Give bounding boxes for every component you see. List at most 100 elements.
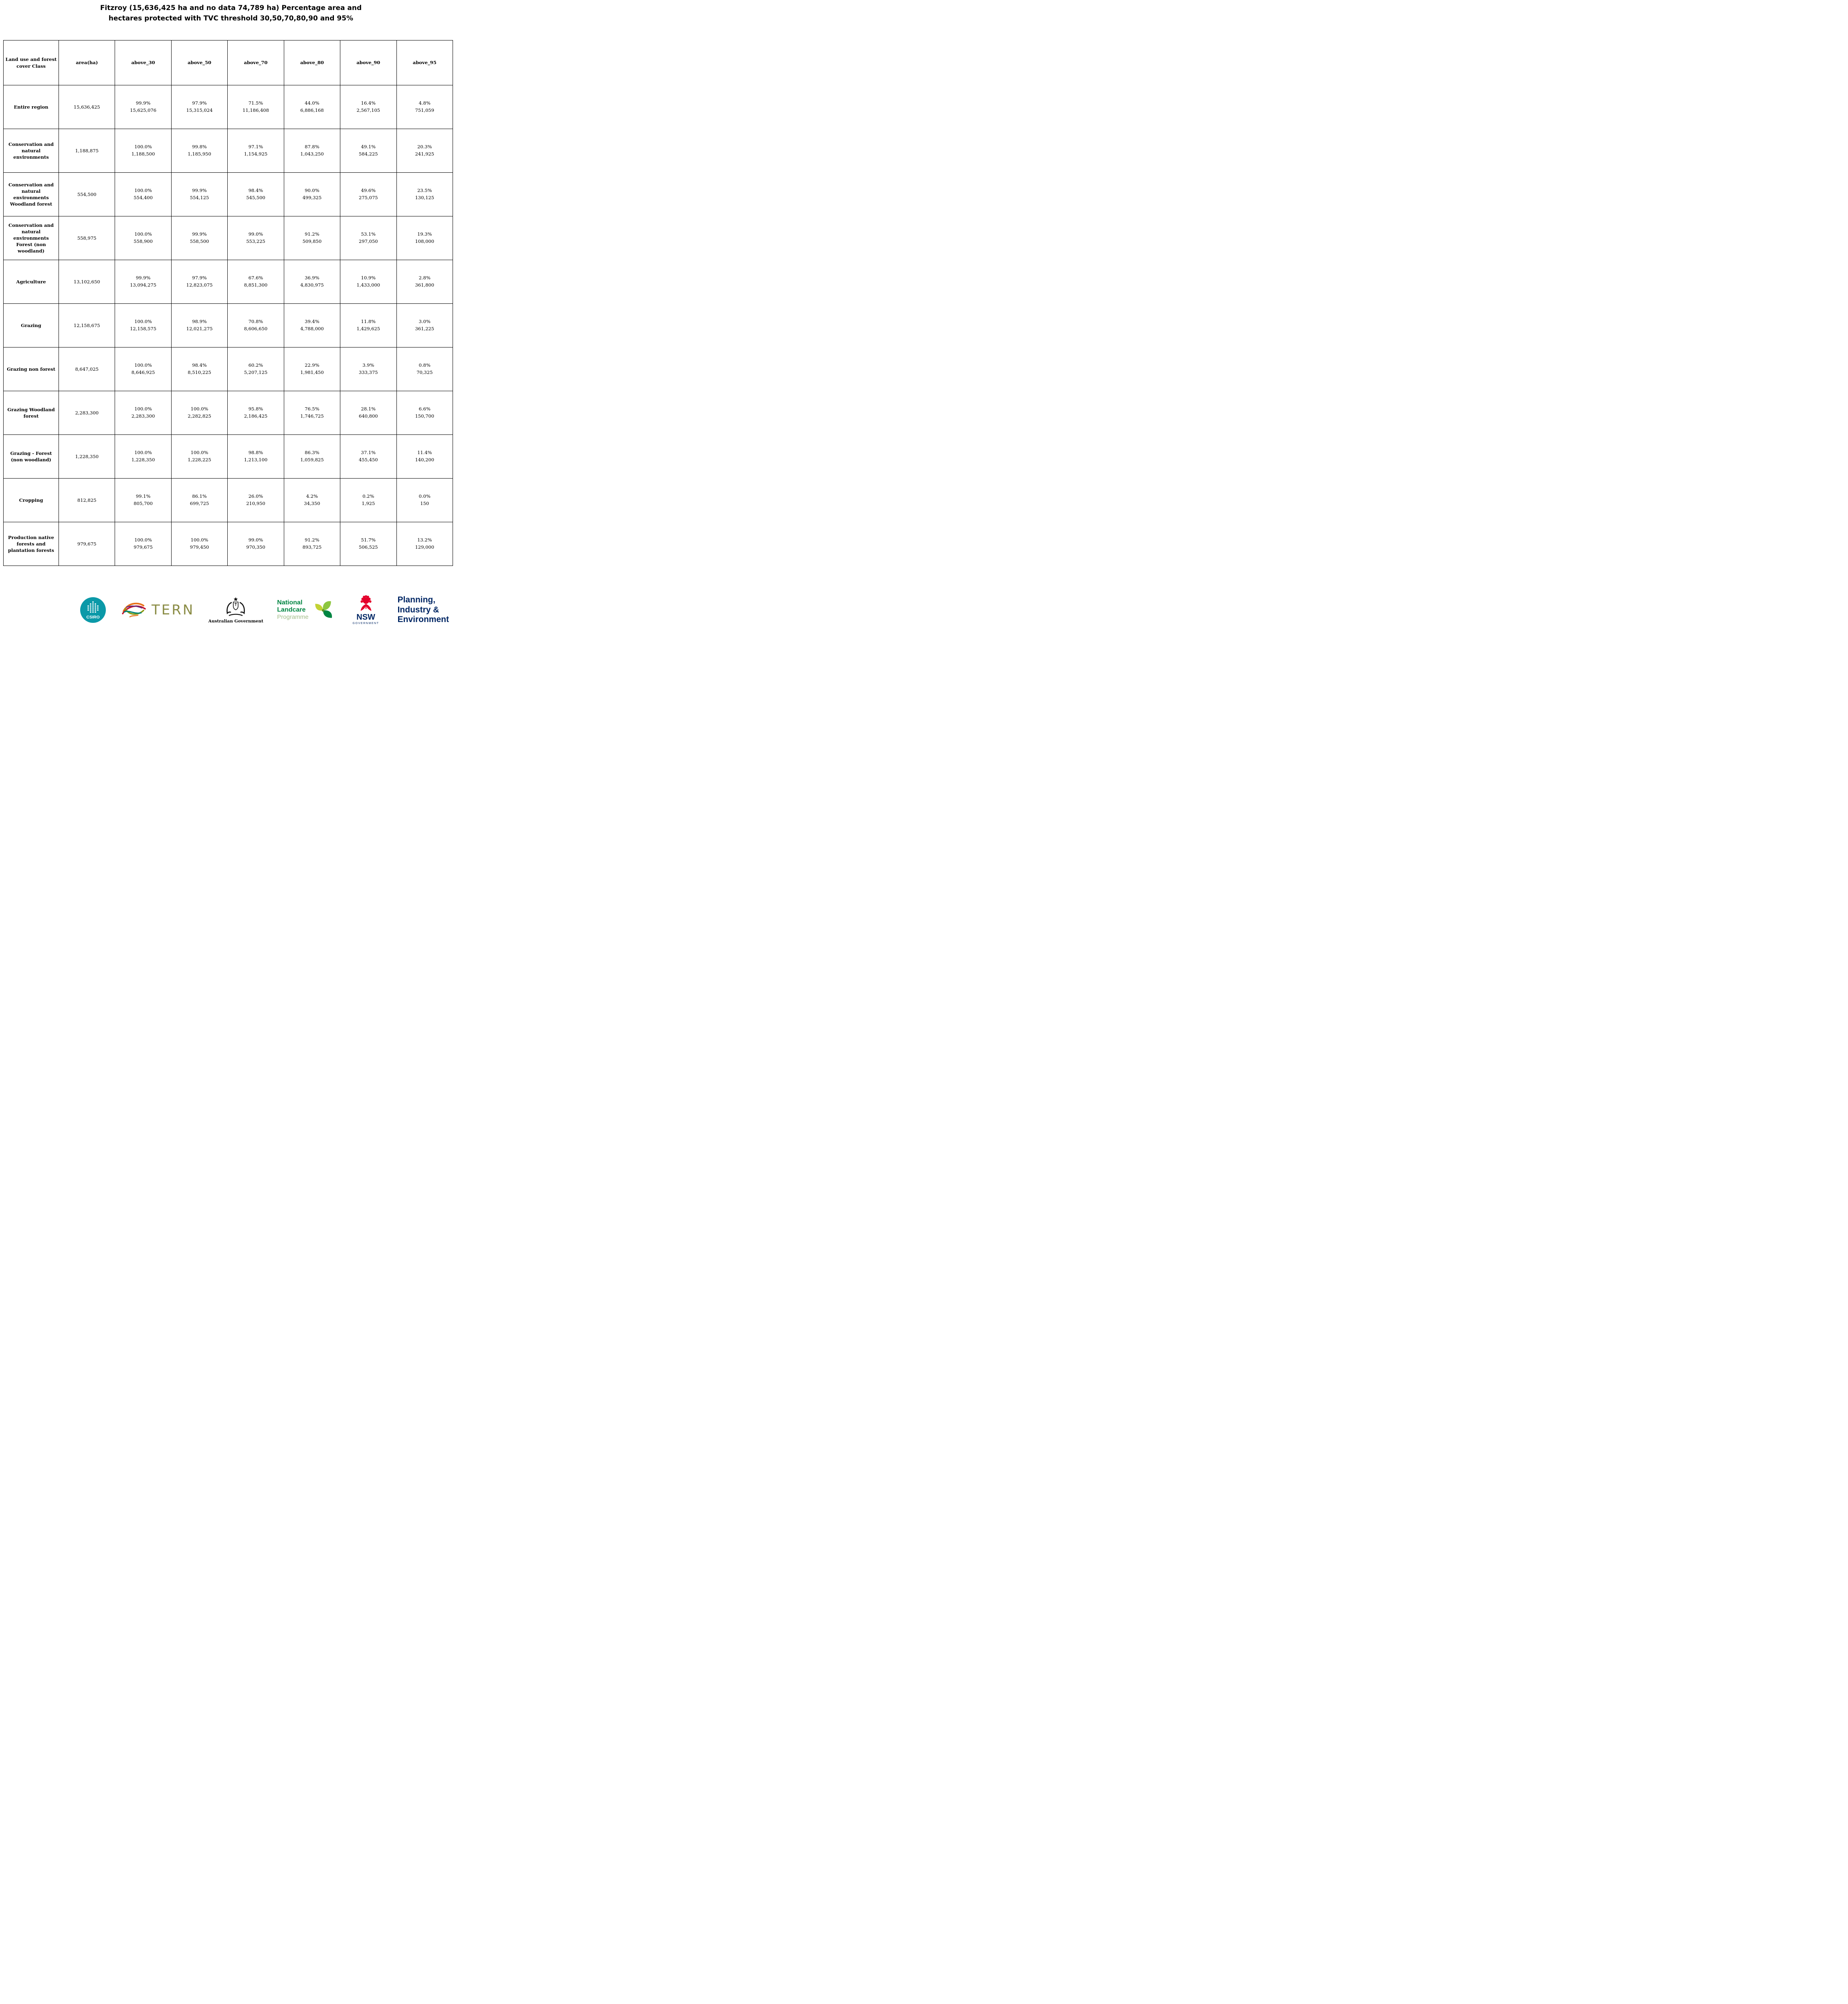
percent-value: 100.0%	[190, 537, 208, 543]
area-cell: 554,500	[58, 172, 115, 216]
landcare-wordmark: National Landcare Programme	[277, 599, 308, 621]
percent-value: 39.4%	[305, 319, 319, 325]
value-cell: 3.9% 333,375	[340, 347, 397, 391]
nsw-government-logo: NSW GOVERNMENT	[349, 595, 383, 625]
percent-value: 100.0%	[134, 537, 152, 543]
planning-line3: Environment	[397, 615, 449, 624]
hectares-value: 979,675	[133, 544, 153, 550]
percent-value: 91.2%	[305, 537, 319, 543]
value-cell: 60.2% 5,207,125	[227, 347, 284, 391]
percent-value: 0.8%	[419, 362, 431, 368]
value-cell: 99.0% 553,225	[227, 216, 284, 260]
row-label: Conservation and natural environments	[3, 129, 59, 173]
hectares-value: 455,450	[359, 457, 378, 463]
table-row: Grazing 12,158,675 100.0% 12,158,575 98.9% 12…	[3, 303, 453, 347]
landcare-line2: Landcare	[277, 606, 306, 613]
hectares-value: 275,075	[359, 195, 378, 200]
value-cell: 0.2% 1,925	[340, 478, 397, 522]
hectares-value: 8,646,925	[131, 370, 155, 375]
hectares-value: 499,325	[302, 195, 322, 200]
percent-value: 97.9%	[192, 275, 207, 281]
value-cell: 11.4% 140,200	[396, 434, 453, 479]
hectares-value: 150	[420, 501, 429, 506]
hectares-value: 13,094,275	[130, 282, 157, 288]
hectares-value: 8,510,225	[188, 370, 211, 375]
value-cell: 99.9% 554,125	[171, 172, 228, 216]
row-label: Conservation and natural environments Fo…	[3, 216, 59, 260]
area-cell: 13,102,650	[58, 260, 115, 304]
hectares-value: 1,925	[362, 501, 375, 506]
hectares-value: 509,850	[302, 238, 322, 244]
percent-value: 49.1%	[361, 144, 376, 150]
planning-line1: Planning,	[397, 595, 436, 604]
australian-government-logo: Australian Government	[208, 597, 263, 624]
value-cell: 0.0% 150	[396, 478, 453, 522]
percent-value: 100.0%	[134, 144, 152, 150]
percent-value: 36.9%	[305, 275, 319, 281]
percent-value: 60.2%	[248, 362, 263, 368]
hectares-value: 130,125	[415, 195, 435, 200]
value-cell: 91.2% 893,725	[283, 522, 341, 566]
csiro-starburst-icon: CSIRO	[80, 597, 106, 623]
percent-value: 99.1%	[135, 493, 151, 499]
value-cell: 28.1% 640,800	[340, 391, 397, 435]
value-cell: 86.1% 699,725	[171, 478, 228, 522]
table-row: Production native forests and plantation…	[3, 522, 453, 566]
row-label: Grazing non forest	[3, 347, 59, 391]
area-cell: 8,647,025	[58, 347, 115, 391]
australian-government-label: Australian Government	[208, 618, 263, 624]
row-label: Production native forests and plantation…	[3, 522, 59, 566]
national-landcare-programme-logo: National Landcare Programme	[277, 599, 334, 621]
row-label: Cropping	[3, 478, 59, 522]
hectares-value: 5,207,125	[244, 370, 268, 375]
percent-value: 23.5%	[417, 188, 432, 194]
area-cell: 12,158,675	[58, 303, 115, 347]
percent-value: 76.5%	[305, 406, 319, 412]
value-cell: 39.4% 4,788,000	[283, 303, 341, 347]
area-cell: 558,975	[58, 216, 115, 260]
value-cell: 98.9% 12,021,275	[171, 303, 228, 347]
hectares-value: 2,186,425	[244, 413, 268, 419]
row-label: Grazing - Forest (non woodland)	[3, 434, 59, 479]
hectares-value: 4,788,000	[300, 326, 324, 331]
hectares-value: 6,886,168	[300, 107, 324, 113]
value-cell: 36.9% 4,830,975	[283, 260, 341, 304]
hectares-value: 1,228,350	[131, 457, 155, 463]
hectares-value: 361,225	[415, 326, 435, 331]
percent-value: 100.0%	[134, 319, 152, 325]
hectares-value: 1,981,450	[300, 370, 324, 375]
area-cell: 979,675	[58, 522, 115, 566]
report-page: Fitzroy (15,636,425 ha and no data 74,78…	[0, 0, 462, 640]
value-cell: 11.8% 1,429,625	[340, 303, 397, 347]
percent-value: 100.0%	[190, 406, 208, 412]
table-row: Grazing - Forest (non woodland) 1,228,350…	[3, 434, 453, 479]
percent-value: 98.4%	[192, 362, 207, 368]
percent-value: 4.8%	[419, 100, 431, 106]
hectares-value: 297,050	[359, 238, 378, 244]
value-cell: 100.0% 979,675	[115, 522, 172, 566]
value-cell: 2.8% 361,800	[396, 260, 453, 304]
value-cell: 44.0% 6,886,168	[283, 85, 341, 129]
value-cell: 10.9% 1,433,000	[340, 260, 397, 304]
table-header: Land use and forest cover Class area(ha) a…	[3, 40, 453, 85]
percent-value: 95.8%	[248, 406, 263, 412]
value-cell: 97.9% 15,315,024	[171, 85, 228, 129]
planning-industry-environment-logo: Planning, Industry & Environment	[398, 595, 449, 625]
tern-logo: TERN	[120, 599, 194, 621]
percent-value: 100.0%	[190, 450, 208, 456]
column-header: above_90	[340, 40, 397, 85]
percent-value: 6.6%	[419, 406, 431, 412]
percent-value: 97.1%	[248, 144, 263, 150]
percent-value: 51.7%	[361, 537, 376, 543]
hectares-value: 545,500	[246, 195, 265, 200]
page-title: Fitzroy (15,636,425 ha and no data 74,78…	[100, 4, 362, 22]
value-cell: 86.3% 1,059,825	[283, 434, 341, 479]
area-cell: 2,283,300	[58, 391, 115, 435]
header-row: Land use and forest cover Class area(ha) a…	[3, 40, 453, 85]
value-cell: 22.9% 1,981,450	[283, 347, 341, 391]
table-row: Grazing non forest 8,647,025 100.0% 8,646,9…	[3, 347, 453, 391]
value-cell: 26.0% 210,950	[227, 478, 284, 522]
percent-value: 49.6%	[361, 188, 376, 194]
table-row: Agriculture 13,102,650 99.9% 13,094,275 97.9…	[3, 260, 453, 304]
percent-value: 87.8%	[305, 144, 319, 150]
